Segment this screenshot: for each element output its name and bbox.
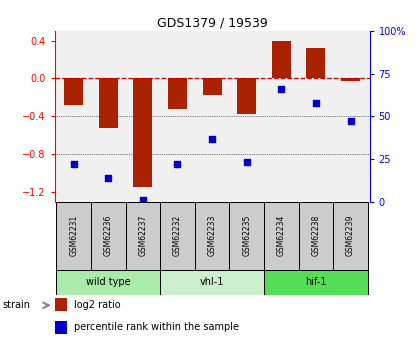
Bar [341,78,360,81]
Title: GDS1379 / 19539: GDS1379 / 19539 [157,17,268,30]
Bar [160,201,195,270]
Bar [299,201,333,270]
Bar [264,201,299,270]
Point [243,160,250,165]
Bar [134,78,152,187]
Bar [202,78,222,96]
Bar [91,201,126,270]
Bar [237,78,256,115]
Bar [264,270,368,295]
Point [139,197,146,203]
Text: strain: strain [2,300,30,310]
Text: GSM62234: GSM62234 [277,215,286,256]
Bar [55,298,67,311]
Point [209,136,215,141]
Bar [64,78,83,105]
Point [70,161,77,167]
Text: vhl-1: vhl-1 [200,277,224,287]
Text: GSM62233: GSM62233 [207,215,217,256]
Bar [195,201,229,270]
Text: GSM62239: GSM62239 [346,215,355,256]
Text: log2 ratio: log2 ratio [74,300,120,310]
Text: GSM62235: GSM62235 [242,215,251,256]
Text: GSM62238: GSM62238 [312,215,320,256]
Text: GSM62232: GSM62232 [173,215,182,256]
Text: GSM62237: GSM62237 [138,215,147,256]
Point [278,86,285,92]
Bar [229,201,264,270]
Bar [160,270,264,295]
Text: hif-1: hif-1 [305,277,327,287]
Point [105,175,112,180]
Bar [56,201,91,270]
Text: GSM62236: GSM62236 [104,215,113,256]
Bar [272,40,291,78]
Bar [307,48,326,78]
Bar [333,201,368,270]
Bar [99,78,118,128]
Point [312,100,319,106]
Text: wild type: wild type [86,277,131,287]
Point [347,119,354,124]
Text: percentile rank within the sample: percentile rank within the sample [74,322,239,332]
Bar [55,321,67,334]
Bar [126,201,160,270]
Bar [168,78,187,109]
Point [174,161,181,167]
Bar [56,270,160,295]
Text: GSM62231: GSM62231 [69,215,78,256]
